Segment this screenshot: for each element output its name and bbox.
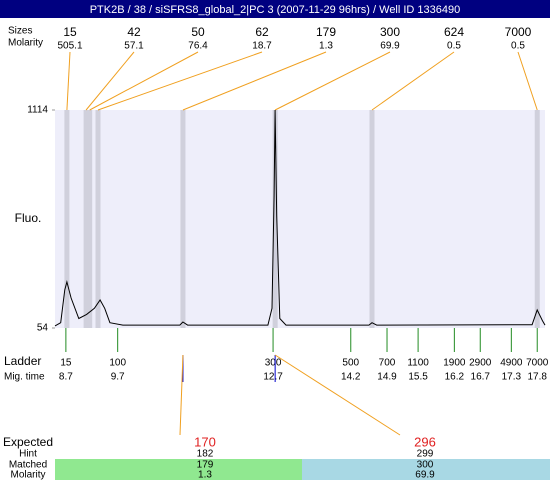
ladder-size: 1900	[443, 358, 466, 369]
ladder-size: 700	[379, 358, 396, 369]
matched-bar	[302, 459, 550, 480]
peak-connector	[66, 51, 71, 111]
size-row-label: Sizes	[8, 26, 32, 37]
ladder-size: 15	[60, 358, 72, 369]
matched-bar	[55, 459, 302, 480]
molarity-row-label: Molarity	[8, 38, 43, 49]
peak-band	[272, 110, 278, 328]
matched-value: 300	[417, 460, 434, 471]
ladder-time: 17.8	[527, 372, 547, 383]
matched-molarity: 69.9	[415, 470, 435, 480]
peak-band	[64, 110, 70, 328]
matched-molarity-label: Molarity	[10, 470, 45, 480]
migtime-label: Mig. time	[4, 372, 45, 383]
peak-size: 50	[191, 25, 205, 39]
y-tick-label: 1114	[27, 105, 48, 116]
peak-connector	[85, 51, 135, 111]
ladder-time: 12.7	[263, 372, 283, 383]
peak-connector	[274, 51, 391, 111]
ladder-label: Ladder	[4, 354, 41, 368]
hint-value: 182	[197, 449, 214, 460]
expected-value: 170	[194, 434, 216, 449]
matched-value: 179	[197, 460, 214, 471]
matched-label: Matched	[9, 460, 47, 471]
peak-band	[369, 110, 375, 328]
peak-connector	[89, 51, 199, 111]
ladder-size: 4900	[500, 358, 523, 369]
expected-value: 296	[414, 434, 436, 449]
peak-connector	[182, 51, 327, 111]
peak-size: 15	[63, 25, 77, 39]
peak-connector	[517, 51, 538, 111]
hint-label: Hint	[19, 449, 37, 460]
ladder-time: 8.7	[59, 372, 73, 383]
ladder-size: 500	[342, 358, 359, 369]
peak-size: 7000	[505, 25, 532, 39]
expected-label: Expected	[3, 435, 53, 449]
chart-title: PTK2B / 38 / siSFRS8_global_2|PC 3 (2007…	[90, 4, 461, 16]
peak-molarity: 505.1	[57, 41, 82, 52]
trace	[54, 109, 546, 327]
title-bar	[0, 0, 550, 18]
peak-molarity: 1.3	[319, 41, 333, 52]
matched-molarity: 1.3	[198, 470, 212, 480]
peak-molarity: 57.1	[124, 41, 144, 52]
ladder-time: 15.5	[408, 372, 428, 383]
ladder-size: 1100	[407, 358, 429, 369]
plot-area	[55, 110, 545, 328]
ladder-size: 100	[109, 358, 126, 369]
peak-molarity: 0.5	[447, 41, 461, 52]
peak-size: 62	[255, 25, 269, 39]
y-axis-label: Fluo.	[15, 211, 42, 225]
ladder-size: 7000	[526, 358, 549, 369]
ladder-time: 16.7	[471, 372, 491, 383]
match-connector	[274, 354, 401, 436]
ladder-time: 9.7	[111, 372, 125, 383]
peak-connector	[97, 51, 263, 111]
peak-size: 179	[316, 25, 336, 39]
peak-molarity: 76.4	[188, 41, 208, 52]
peak-size: 42	[127, 25, 141, 39]
match-connector	[179, 354, 184, 436]
ladder-time: 16.2	[445, 372, 465, 383]
hint-value: 299	[417, 449, 434, 460]
peak-band	[534, 110, 540, 328]
peak-molarity: 0.5	[511, 41, 525, 52]
peak-band	[87, 110, 93, 328]
ladder-time: 17.3	[502, 372, 522, 383]
y-tick-label: 54	[37, 323, 49, 334]
ladder-time: 14.9	[377, 372, 397, 383]
peak-band	[83, 110, 89, 328]
peak-molarity: 18.7	[252, 41, 272, 52]
ladder-size: 2900	[469, 358, 492, 369]
peak-band	[180, 110, 186, 328]
peak-size: 624	[444, 25, 464, 39]
peak-band	[95, 110, 101, 328]
peak-molarity: 69.9	[380, 41, 400, 52]
peak-connector	[371, 51, 455, 111]
peak-size: 300	[380, 25, 400, 39]
ladder-size: 300	[265, 358, 282, 369]
ladder-time: 14.2	[341, 372, 361, 383]
